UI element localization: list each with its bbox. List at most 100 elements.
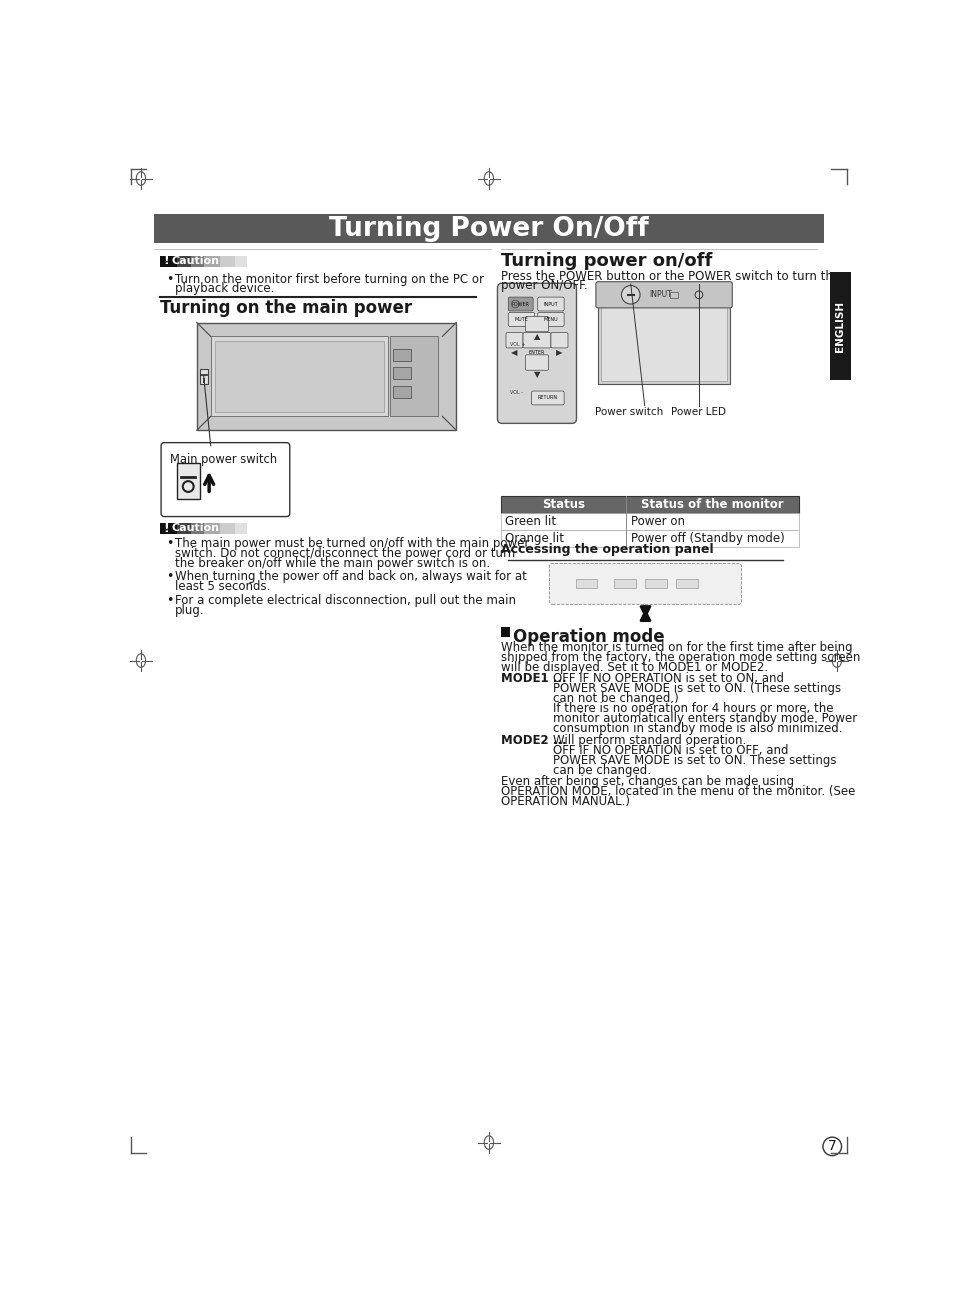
Circle shape xyxy=(822,1137,841,1156)
Text: MODE1 ...: MODE1 ... xyxy=(500,672,565,685)
FancyBboxPatch shape xyxy=(676,579,698,589)
Text: When the monitor is turned on for the first time after being: When the monitor is turned on for the fi… xyxy=(500,641,851,654)
Text: !: ! xyxy=(163,255,169,267)
FancyBboxPatch shape xyxy=(235,523,247,534)
FancyBboxPatch shape xyxy=(508,297,533,311)
Text: ENGLISH: ENGLISH xyxy=(834,301,844,352)
Text: VOL -: VOL - xyxy=(509,390,522,395)
Text: Power off (Standby mode): Power off (Standby mode) xyxy=(630,531,783,544)
Text: Press the POWER button or the POWER switch to turn the: Press the POWER button or the POWER swit… xyxy=(500,271,839,283)
Text: Orange lit: Orange lit xyxy=(505,531,563,544)
Text: OFF IF NO OPERATION is set to ON, and: OFF IF NO OPERATION is set to ON, and xyxy=(553,672,783,685)
FancyBboxPatch shape xyxy=(537,297,563,311)
FancyBboxPatch shape xyxy=(497,284,576,424)
FancyBboxPatch shape xyxy=(220,523,235,534)
FancyBboxPatch shape xyxy=(204,523,220,534)
Text: MENU: MENU xyxy=(543,317,558,322)
Text: RETURN: RETURN xyxy=(537,395,558,400)
FancyBboxPatch shape xyxy=(549,564,740,604)
Text: Even after being set, changes can be made using: Even after being set, changes can be mad… xyxy=(500,776,793,789)
Text: Turn on the monitor first before turning on the PC or: Turn on the monitor first before turning… xyxy=(174,273,483,286)
Text: MODE2 ...: MODE2 ... xyxy=(500,734,565,747)
Text: When turning the power off and back on, always wait for at: When turning the power off and back on, … xyxy=(174,570,526,583)
Text: Turning on the main power: Turning on the main power xyxy=(159,300,412,318)
Text: If there is no operation for 4 hours or more, the: If there is no operation for 4 hours or … xyxy=(553,702,833,715)
FancyBboxPatch shape xyxy=(525,317,548,332)
Text: Operation mode: Operation mode xyxy=(513,628,664,646)
FancyBboxPatch shape xyxy=(829,272,850,381)
Text: plug.: plug. xyxy=(174,604,205,617)
FancyBboxPatch shape xyxy=(220,255,235,267)
FancyBboxPatch shape xyxy=(176,523,191,534)
Circle shape xyxy=(511,300,518,307)
FancyBboxPatch shape xyxy=(161,442,290,517)
FancyBboxPatch shape xyxy=(525,354,548,370)
FancyBboxPatch shape xyxy=(159,255,176,267)
Text: ▼: ▼ xyxy=(533,370,539,379)
FancyBboxPatch shape xyxy=(531,391,563,405)
FancyBboxPatch shape xyxy=(235,255,247,267)
FancyBboxPatch shape xyxy=(537,313,563,327)
Text: •: • xyxy=(166,273,172,286)
Text: Caution: Caution xyxy=(171,256,219,266)
FancyBboxPatch shape xyxy=(600,303,726,381)
Text: INPUT: INPUT xyxy=(648,290,671,300)
Text: can be changed.: can be changed. xyxy=(553,764,651,777)
Text: POWER: POWER xyxy=(511,302,529,306)
FancyBboxPatch shape xyxy=(670,292,678,298)
Text: Power switch: Power switch xyxy=(595,407,662,417)
FancyBboxPatch shape xyxy=(191,523,204,534)
Text: the breaker on/off while the main power switch is on.: the breaker on/off while the main power … xyxy=(174,557,490,569)
Text: INPUT: INPUT xyxy=(543,302,558,306)
Text: switch. Do not connect/disconnect the power cord or turn: switch. Do not connect/disconnect the po… xyxy=(174,547,515,560)
FancyBboxPatch shape xyxy=(393,368,411,379)
Text: ◀: ◀ xyxy=(511,348,517,357)
Text: power ON/OFF.: power ON/OFF. xyxy=(500,280,586,293)
Text: Accessing the operation panel: Accessing the operation panel xyxy=(500,544,713,556)
FancyBboxPatch shape xyxy=(390,336,437,416)
FancyBboxPatch shape xyxy=(645,579,666,589)
Text: least 5 seconds.: least 5 seconds. xyxy=(174,581,270,594)
Text: Power on: Power on xyxy=(630,514,684,527)
Text: Will perform standard operation.: Will perform standard operation. xyxy=(553,734,745,747)
FancyBboxPatch shape xyxy=(199,369,208,385)
Text: Turning power on/off: Turning power on/off xyxy=(500,251,711,269)
FancyBboxPatch shape xyxy=(500,513,798,530)
Text: POWER SAVE MODE is set to ON. (These settings: POWER SAVE MODE is set to ON. (These set… xyxy=(553,681,841,695)
FancyBboxPatch shape xyxy=(500,627,509,637)
Text: OFF IF NO OPERATION is set to OFF, and: OFF IF NO OPERATION is set to OFF, and xyxy=(553,744,788,757)
Text: !: ! xyxy=(163,522,169,535)
Text: For a complete electrical disconnection, pull out the main: For a complete electrical disconnection,… xyxy=(174,594,516,607)
Text: Status: Status xyxy=(541,498,584,510)
Text: MUTE: MUTE xyxy=(514,317,528,322)
Text: Power LED: Power LED xyxy=(671,407,725,417)
Text: monitor automatically enters standby mode. Power: monitor automatically enters standby mod… xyxy=(553,712,857,725)
Text: can not be changed.): can not be changed.) xyxy=(553,692,679,705)
FancyBboxPatch shape xyxy=(598,284,729,385)
Text: ENTER: ENTER xyxy=(528,351,544,354)
Text: VOL +: VOL + xyxy=(509,341,525,347)
FancyBboxPatch shape xyxy=(196,323,456,430)
FancyBboxPatch shape xyxy=(614,579,636,589)
FancyBboxPatch shape xyxy=(500,496,798,513)
Text: •: • xyxy=(166,570,172,583)
FancyBboxPatch shape xyxy=(176,255,191,267)
Circle shape xyxy=(183,481,193,492)
FancyBboxPatch shape xyxy=(191,255,204,267)
FancyBboxPatch shape xyxy=(154,215,822,243)
Circle shape xyxy=(695,290,702,298)
FancyBboxPatch shape xyxy=(393,386,411,398)
Text: shipped from the factory, the operation mode setting screen: shipped from the factory, the operation … xyxy=(500,650,859,663)
FancyBboxPatch shape xyxy=(211,336,388,416)
FancyBboxPatch shape xyxy=(204,255,220,267)
FancyBboxPatch shape xyxy=(159,523,176,534)
Text: Status of the monitor: Status of the monitor xyxy=(640,498,782,510)
FancyBboxPatch shape xyxy=(550,332,567,348)
Text: •: • xyxy=(166,594,172,607)
Text: Turning Power On/Off: Turning Power On/Off xyxy=(329,216,648,242)
Text: playback device.: playback device. xyxy=(174,283,274,296)
FancyBboxPatch shape xyxy=(500,530,798,547)
Text: OPERATION MANUAL.): OPERATION MANUAL.) xyxy=(500,795,629,808)
FancyBboxPatch shape xyxy=(508,313,534,327)
FancyBboxPatch shape xyxy=(393,349,411,361)
